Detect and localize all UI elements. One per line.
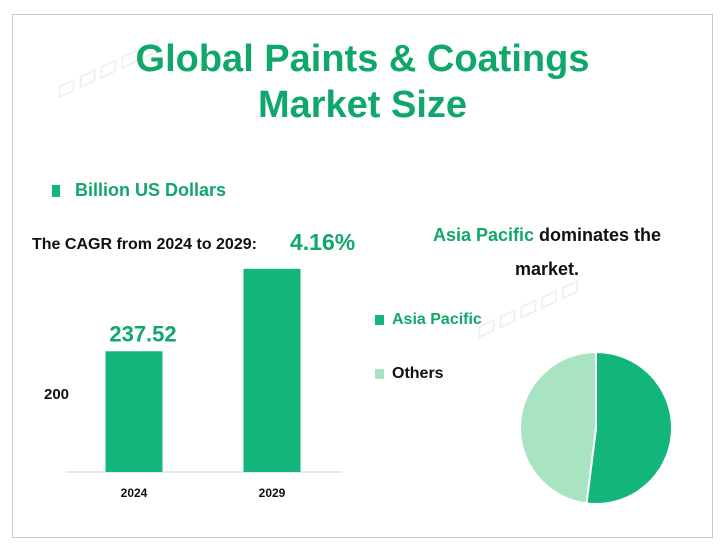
legend-label: Billion US Dollars xyxy=(75,180,227,200)
legend-swatch-others xyxy=(375,369,384,379)
pie-legend-item-others: Others xyxy=(375,365,444,383)
legend-label-others: Others xyxy=(392,365,444,382)
pie-caption: Asia Pacific dominates the market. xyxy=(400,218,694,286)
cagr-value: 4.16% xyxy=(290,229,356,255)
pie-chart xyxy=(519,350,673,505)
legend-label-asia-pacific: Asia Pacific xyxy=(392,311,482,328)
pie-legend-item-asia-pacific: Asia Pacific xyxy=(375,311,482,329)
title-line-2: Market Size xyxy=(257,84,468,126)
data-label-2024: 237.52 xyxy=(109,321,176,346)
pie-slice-asia-pacific xyxy=(585,350,673,505)
legend-swatch-asia-pacific xyxy=(375,315,384,325)
pie-slice-others xyxy=(519,350,597,505)
x-tick-label-2024: 2024 xyxy=(121,486,148,500)
bar-2029 xyxy=(243,268,301,472)
title-line-1: Global Paints & Coatings xyxy=(135,38,590,80)
legend-swatch xyxy=(52,184,60,197)
pie-caption-rest: dominates the market. xyxy=(514,225,662,279)
pie-caption-highlight: Asia Pacific xyxy=(432,225,535,245)
x-tick-label-2029: 2029 xyxy=(259,486,286,500)
y-tick-label: 200 xyxy=(44,386,70,403)
page-title: Global Paints & Coatings Market Size xyxy=(0,36,725,128)
bar-legend: Billion US Dollars xyxy=(52,180,226,201)
bar-2024 xyxy=(105,351,163,472)
cagr-label: The CAGR from 2024 to 2029: xyxy=(32,236,257,253)
